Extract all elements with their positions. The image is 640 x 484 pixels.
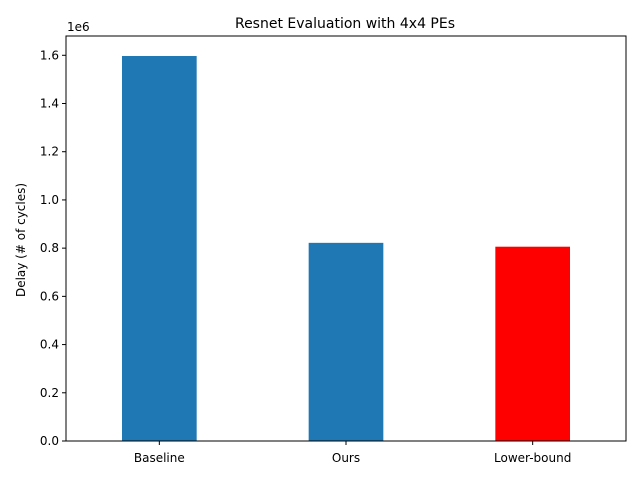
bar-lower-bound	[495, 246, 570, 441]
bars	[122, 56, 570, 441]
y-axis: 0.0 0.2 0.4 0.6 0.8 1.0 1.2 1.4 1.6	[40, 48, 66, 448]
x-tick-label: Lower-bound	[494, 451, 571, 465]
x-tick-label: Baseline	[134, 451, 185, 465]
y-tick-label: 0.4	[40, 338, 59, 352]
y-tick-label: 1.4	[40, 97, 59, 111]
x-axis: Baseline Ours Lower-bound	[134, 441, 571, 465]
y-tick-label: 1.6	[40, 48, 59, 62]
y-axis-offset-label: 1e6	[67, 20, 90, 34]
y-tick-label: 1.2	[40, 145, 59, 159]
bar-ours	[308, 242, 384, 441]
axes-frame	[65, 35, 627, 442]
y-tick-label: 0.2	[40, 386, 59, 400]
y-tick-label: 0.6	[40, 289, 59, 303]
x-tick-label: Ours	[332, 451, 360, 465]
y-tick-label: 1.0	[40, 193, 59, 207]
chart-title: Resnet Evaluation with 4x4 PEs	[235, 16, 455, 32]
y-axis-label: Delay (# of cycles)	[14, 183, 28, 297]
y-tick-label: 0.8	[40, 241, 59, 255]
y-tick-label: 0.0	[40, 434, 59, 448]
bar-baseline	[122, 56, 197, 441]
